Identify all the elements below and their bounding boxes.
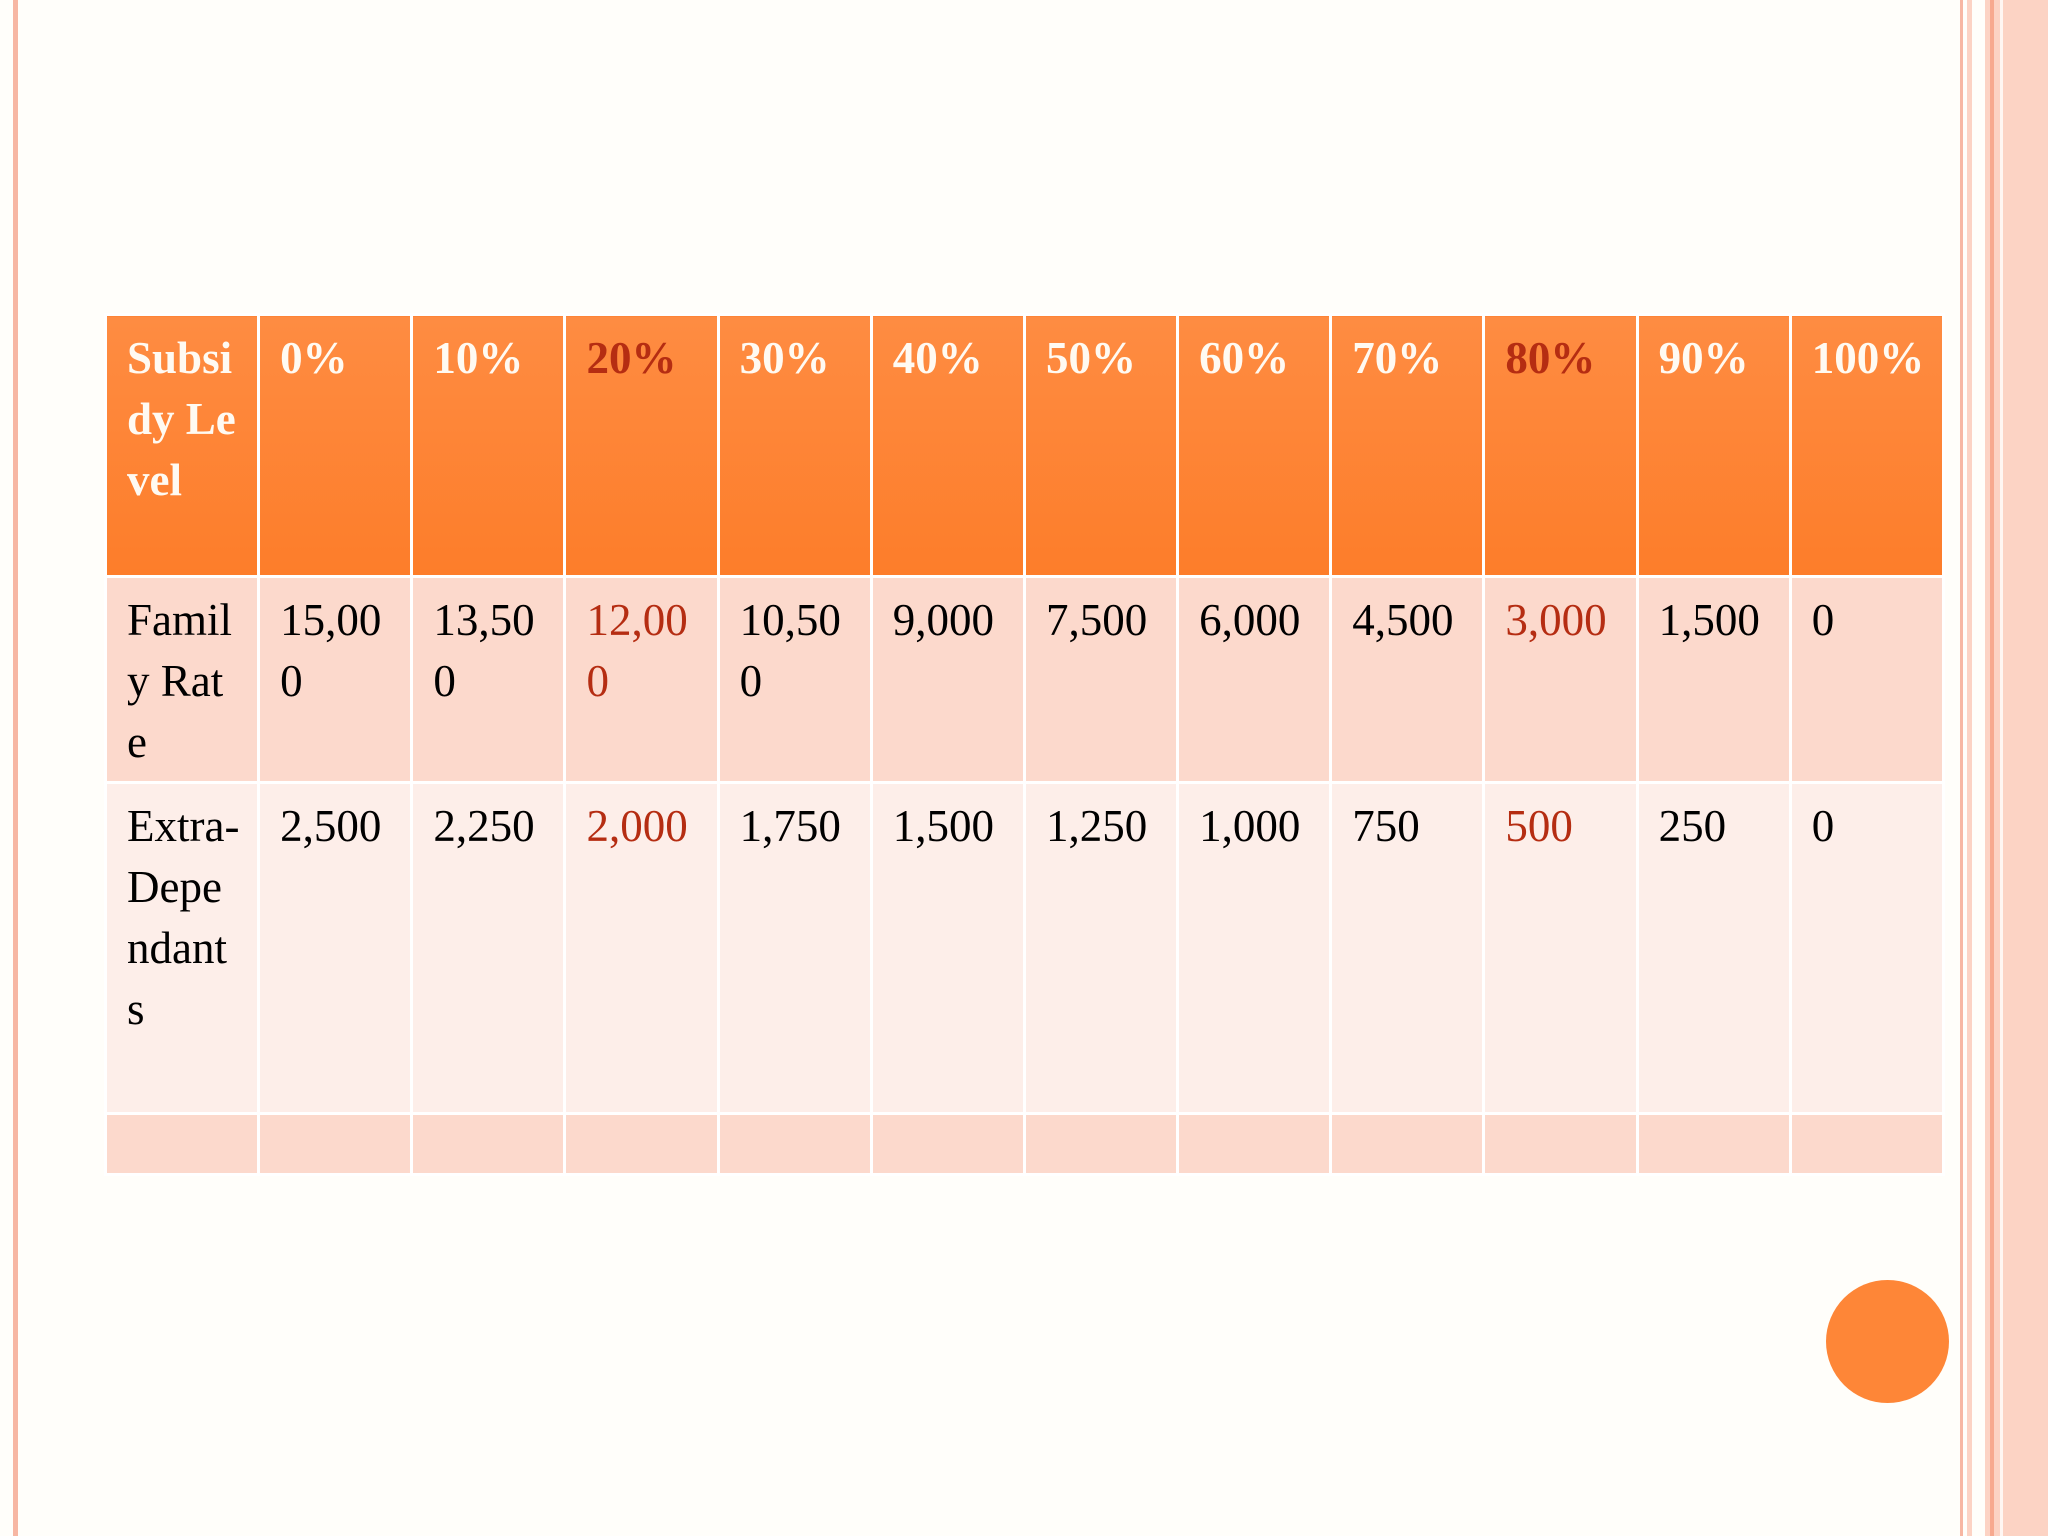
header-cell: 50% <box>1022 313 1180 578</box>
header-cell: 60% <box>1176 313 1333 578</box>
empty-cell <box>1635 1112 1792 1176</box>
header-cell: 90% <box>1635 313 1792 578</box>
table-cell: 7,500 <box>1022 575 1180 784</box>
table-cell: 750 <box>1329 781 1486 1115</box>
table-row: Extra-Dependants 2,500 2,250 2,000 1,750 1,50… <box>103 781 1946 1115</box>
row-label: Extra-Dependants <box>103 781 261 1115</box>
header-cell: 100% <box>1788 313 1946 578</box>
right-border <box>1990 0 1994 1536</box>
table-cell: 1,250 <box>1022 781 1180 1115</box>
table-cell: 6,000 <box>1176 575 1333 784</box>
right-border <box>2000 0 2003 1536</box>
header-cell: 70% <box>1329 313 1486 578</box>
table-cell: 1,500 <box>869 781 1026 1115</box>
table-cell: 0 <box>1788 575 1946 784</box>
right-border <box>1967 0 1972 1536</box>
decorative-circle <box>1826 1280 1949 1403</box>
header-cell: Subsidy Level <box>103 313 261 578</box>
header-cell: 30% <box>716 313 873 578</box>
empty-cell <box>257 1112 414 1176</box>
right-border <box>1985 0 2048 1536</box>
empty-cell <box>563 1112 720 1176</box>
table-cell: 1,500 <box>1635 575 1792 784</box>
data-table: Subsidy Level 0% 10% 20% 30% 40% 50% 60% 70% 80% 9… <box>103 313 1946 1176</box>
empty-cell <box>1788 1112 1946 1176</box>
table-cell: 2,500 <box>257 781 414 1115</box>
table-row: Family Rate 15,000 13,500 12,000 10,500 9,000… <box>103 575 1946 784</box>
empty-cell <box>1482 1112 1639 1176</box>
table-cell: 12,000 <box>563 575 720 784</box>
empty-cell <box>410 1112 567 1176</box>
header-cell: 10% <box>410 313 567 578</box>
table-cell: 13,500 <box>410 575 567 784</box>
empty-cell <box>1329 1112 1486 1176</box>
right-border <box>1960 0 1963 1536</box>
table-cell: 2,000 <box>563 781 720 1115</box>
left-border <box>13 0 18 1536</box>
empty-cell <box>1176 1112 1333 1176</box>
table-cell: 250 <box>1635 781 1792 1115</box>
empty-cell <box>103 1112 261 1176</box>
table-cell: 15,000 <box>257 575 414 784</box>
header-cell: 40% <box>869 313 1026 578</box>
table-cell: 2,250 <box>410 781 567 1115</box>
table-cell: 10,500 <box>716 575 873 784</box>
empty-cell <box>716 1112 873 1176</box>
empty-row <box>103 1112 1946 1176</box>
table-cell: 0 <box>1788 781 1946 1115</box>
table-cell: 9,000 <box>869 575 1026 784</box>
header-cell: 20% <box>563 313 720 578</box>
header-cell: 80% <box>1482 313 1639 578</box>
table-cell: 500 <box>1482 781 1639 1115</box>
header-cell: 0% <box>257 313 414 578</box>
empty-cell <box>869 1112 1026 1176</box>
table-cell: 4,500 <box>1329 575 1486 784</box>
table-cell: 3,000 <box>1482 575 1639 784</box>
table-cell: 1,000 <box>1176 781 1333 1115</box>
header-row: Subsidy Level 0% 10% 20% 30% 40% 50% 60% 70% 80% 9… <box>103 313 1946 578</box>
row-label: Family Rate <box>103 575 261 784</box>
empty-cell <box>1022 1112 1180 1176</box>
table-cell: 1,750 <box>716 781 873 1115</box>
